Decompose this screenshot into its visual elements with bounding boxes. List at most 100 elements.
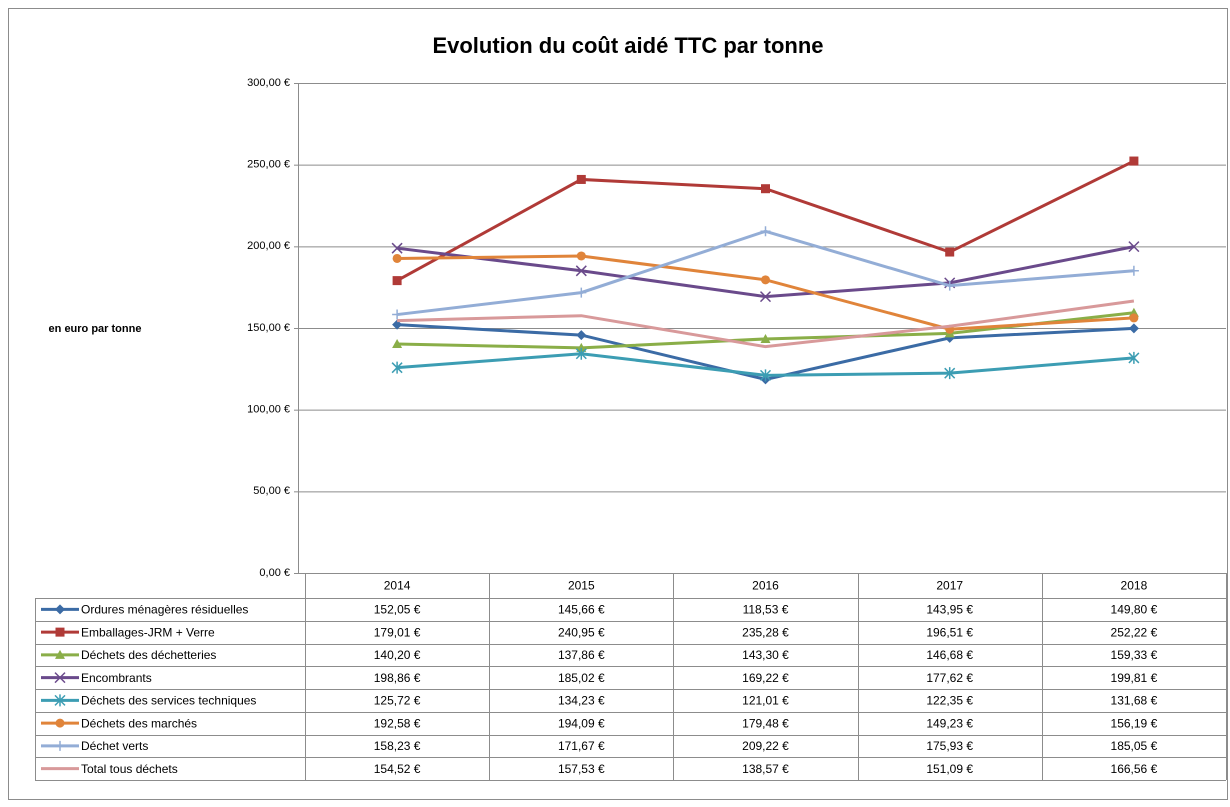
- table-value: 240,95 €: [558, 625, 605, 639]
- table-value: 209,22 €: [742, 739, 789, 753]
- marker: [944, 367, 956, 380]
- table-value: 192,58 €: [374, 716, 421, 730]
- x-tick-label: 2015: [568, 579, 595, 593]
- marker: [1128, 265, 1139, 276]
- table-value: 157,53 €: [558, 762, 605, 776]
- y-tick-label: 100,00 €: [247, 404, 290, 416]
- table-value: 143,95 €: [926, 603, 973, 617]
- legend-label: Déchets des déchetteries: [81, 648, 216, 662]
- marker: [576, 174, 586, 184]
- marker: [945, 247, 955, 257]
- table-value: 196,51 €: [926, 625, 973, 639]
- y-tick-label: 250,00 €: [247, 159, 290, 171]
- marker: [392, 339, 403, 349]
- legend-label: Déchet verts: [81, 739, 148, 753]
- y-tick-label: 300,00 €: [247, 77, 290, 89]
- table-value: 175,93 €: [926, 739, 973, 753]
- table-value: 118,53 €: [743, 603, 789, 617]
- table-value: 198,86 €: [374, 671, 421, 685]
- marker: [55, 740, 65, 751]
- marker: [1128, 351, 1140, 364]
- marker: [55, 649, 65, 659]
- x-tick-label: 2016: [752, 579, 779, 593]
- marker: [55, 604, 65, 615]
- table-value: 179,48 €: [742, 716, 789, 730]
- marker: [54, 694, 66, 707]
- marker: [1129, 313, 1139, 323]
- legend-label: Déchets des marchés: [81, 716, 197, 730]
- marker: [1128, 241, 1140, 253]
- table-value: 137,86 €: [558, 648, 605, 662]
- legend-label: Déchets des services techniques: [81, 694, 256, 708]
- marker: [1129, 156, 1139, 166]
- y-axis-label: en euro par tonne: [49, 323, 142, 335]
- marker: [392, 319, 403, 330]
- legend-label: Total tous déchets: [81, 762, 178, 776]
- table-value: 159,33 €: [1111, 648, 1158, 662]
- table-value: 158,23 €: [374, 739, 421, 753]
- marker: [759, 369, 772, 382]
- marker: [391, 361, 403, 374]
- legend-label: Emballages-JRM + Verre: [81, 625, 215, 639]
- table-value: 156,19 €: [1111, 716, 1158, 730]
- table-value: 149,80 €: [1111, 603, 1158, 617]
- y-tick-label: 0,00 €: [259, 567, 290, 579]
- table-value: 151,09 €: [926, 762, 973, 776]
- table-value: 179,01 €: [374, 625, 421, 639]
- marker: [575, 347, 587, 360]
- marker: [760, 333, 771, 343]
- table-value: 149,23 €: [926, 716, 973, 730]
- marker: [761, 275, 770, 285]
- table-value: 194,09 €: [558, 716, 605, 730]
- table-value: 138,57 €: [742, 762, 789, 776]
- marker: [392, 276, 402, 286]
- marker: [944, 280, 955, 291]
- marker: [576, 287, 587, 298]
- table-value: 152,05 €: [374, 603, 421, 617]
- x-tick-label: 2018: [1121, 579, 1148, 593]
- y-tick-label: 200,00 €: [247, 240, 290, 252]
- marker: [392, 309, 403, 320]
- marker: [575, 265, 587, 277]
- chart-title: Evolution du coût aidé TTC par tonne: [432, 33, 823, 58]
- table-value: 131,68 €: [1111, 694, 1158, 708]
- marker: [1128, 323, 1139, 334]
- x-tick-label: 2014: [384, 579, 411, 593]
- table-value: 145,66 €: [558, 603, 605, 617]
- marker: [55, 627, 65, 637]
- table-value: 169,22 €: [742, 671, 789, 685]
- table-value: 134,23 €: [558, 694, 605, 708]
- table-value: 185,05 €: [1111, 739, 1158, 753]
- table-value: 140,20 €: [374, 648, 421, 662]
- marker: [392, 253, 402, 263]
- marker: [576, 251, 586, 261]
- table-value: 154,52 €: [374, 762, 421, 776]
- table-value: 177,62 €: [926, 671, 973, 685]
- marker: [54, 672, 66, 684]
- y-tick-label: 150,00 €: [247, 322, 290, 334]
- table-value: 185,02 €: [558, 671, 605, 685]
- marker: [760, 226, 771, 237]
- marker: [576, 330, 587, 341]
- x-tick-label: 2017: [936, 579, 963, 593]
- table-value: 171,67 €: [558, 739, 605, 753]
- table-value: 199,81 €: [1111, 671, 1158, 685]
- table-value: 125,72 €: [374, 694, 421, 708]
- table-value: 146,68 €: [926, 648, 973, 662]
- table-value: 235,28 €: [742, 625, 789, 639]
- marker: [576, 342, 587, 352]
- table-value: 143,30 €: [742, 648, 789, 662]
- table-value: 121,01 €: [742, 694, 789, 708]
- marker: [391, 242, 403, 254]
- table-value: 122,35 €: [926, 694, 973, 708]
- marker: [55, 718, 65, 728]
- chart-border: [8, 8, 1228, 800]
- table-value: 252,22 €: [1111, 625, 1158, 639]
- legend-label: Ordures ménagères résiduelles: [81, 603, 248, 617]
- y-tick-label: 50,00 €: [253, 485, 290, 497]
- marker: [761, 184, 770, 194]
- marker: [759, 291, 772, 303]
- series-line: [397, 299, 1135, 349]
- table-value: 166,56 €: [1111, 762, 1158, 776]
